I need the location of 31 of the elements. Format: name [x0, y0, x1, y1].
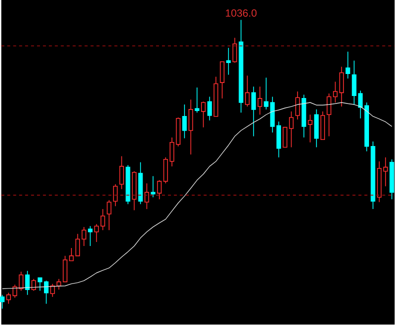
candlestick [320, 111, 326, 140]
candlestick [308, 114, 312, 143]
candlestick [251, 86, 256, 137]
candlestick [119, 156, 124, 190]
candlestick [188, 99, 194, 156]
candlestick [113, 184, 118, 207]
candlestick [383, 157, 388, 187]
candlestick [157, 180, 162, 200]
candlestick [31, 278, 36, 292]
candlestick [232, 38, 238, 64]
candlestick [339, 66, 344, 108]
candlestick [88, 226, 93, 247]
candlestick [194, 87, 200, 114]
candlestick [201, 101, 206, 128]
candlestick [226, 48, 231, 76]
candlestick [346, 51, 350, 80]
candlestick [0, 294, 5, 310]
candlestick [25, 270, 30, 296]
candlestick [207, 96, 212, 121]
candlestick [220, 62, 224, 100]
candlestick [182, 104, 187, 139]
candlestick [245, 75, 250, 108]
candlestick [150, 176, 156, 198]
candlestick [106, 200, 112, 231]
candlestick [276, 121, 282, 158]
candlestick [144, 183, 150, 210]
candlestick [295, 91, 300, 120]
candlestick [258, 86, 262, 116]
candlestick [314, 109, 319, 148]
annotation: 1036.0 [226, 10, 257, 17]
candlestick [18, 272, 24, 292]
